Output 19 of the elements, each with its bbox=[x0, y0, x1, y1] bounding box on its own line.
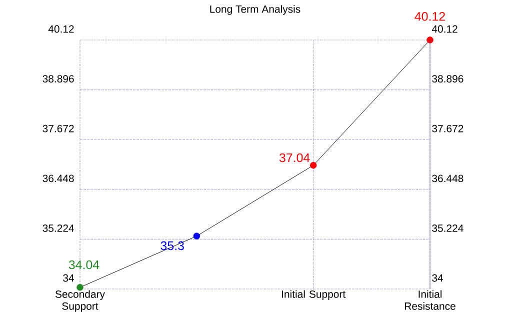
y-tick-label: 40.12 bbox=[48, 25, 74, 33]
y-tick-label: 38.896 bbox=[42, 75, 74, 83]
y-tick-label: 37.672 bbox=[42, 124, 74, 132]
y2-tick-label: 36.448 bbox=[432, 174, 464, 182]
y2-tick-label: 38.896 bbox=[432, 75, 464, 83]
y-tick-label: 35.224 bbox=[42, 224, 74, 232]
y2-tick-label: 35.224 bbox=[432, 224, 464, 232]
x-tick-label: Initial Support bbox=[282, 290, 346, 300]
data-label: 34.04 bbox=[68, 260, 100, 270]
x-tick-label: Secondary Support bbox=[55, 290, 105, 312]
y-tick-label: 34 bbox=[63, 274, 74, 282]
x-tick-label: Initial Resistance bbox=[404, 290, 456, 310]
y2-tick-label: 37.672 bbox=[432, 124, 464, 132]
data-label: 40.12 bbox=[414, 12, 445, 21]
y-tick-label: 36.448 bbox=[42, 174, 74, 182]
chart-title: Long Term Analysis bbox=[210, 5, 300, 15]
y2-tick-label: 34 bbox=[432, 274, 444, 282]
data-label: 37.04 bbox=[279, 153, 310, 162]
y2-tick-label: 40.12 bbox=[432, 25, 458, 33]
